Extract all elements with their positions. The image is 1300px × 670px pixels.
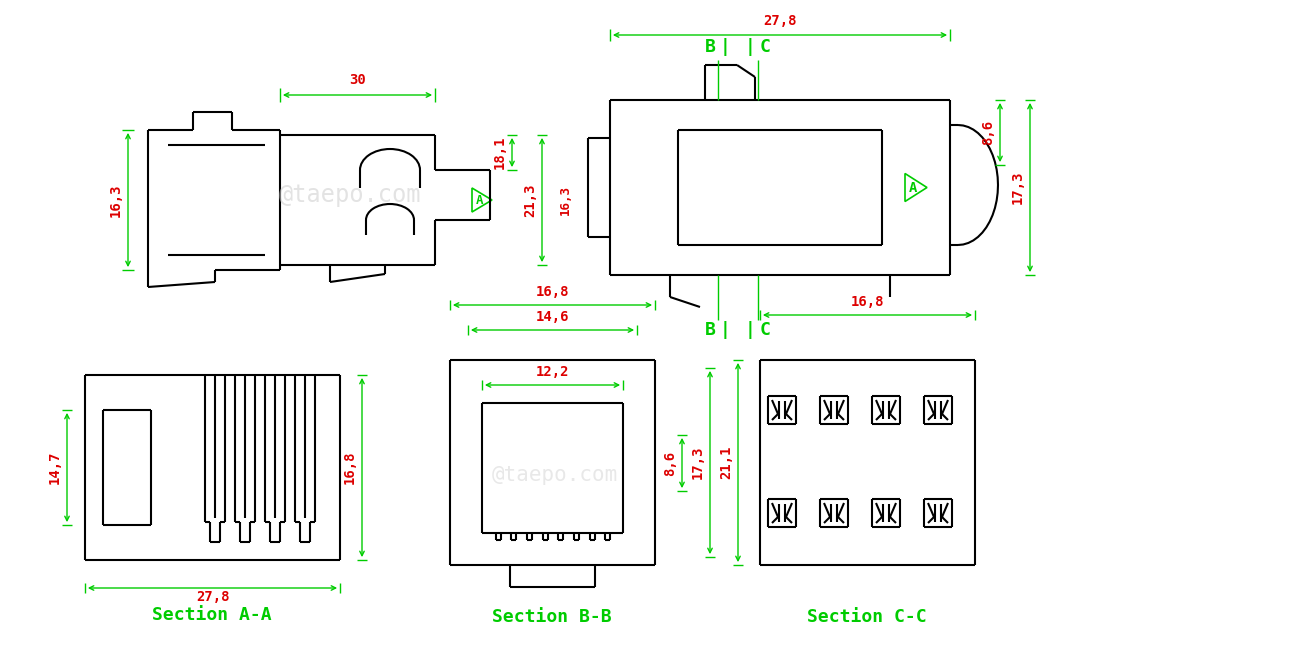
Text: A: A	[476, 194, 484, 206]
Text: @taepo.com: @taepo.com	[278, 183, 421, 207]
Text: |: |	[745, 321, 757, 339]
Text: 17,3: 17,3	[692, 446, 705, 479]
Text: 18,1: 18,1	[493, 136, 507, 170]
Text: 17,3: 17,3	[1011, 171, 1024, 204]
Text: 21,3: 21,3	[523, 184, 537, 217]
Text: 14,6: 14,6	[536, 310, 569, 324]
Text: 14,7: 14,7	[48, 451, 62, 484]
Text: 16,8: 16,8	[850, 295, 884, 309]
Text: Section A-A: Section A-A	[152, 606, 272, 624]
Text: B: B	[705, 321, 716, 339]
Text: 30: 30	[350, 73, 365, 87]
Text: 8,6: 8,6	[663, 450, 677, 476]
Text: 21,1: 21,1	[719, 446, 733, 479]
Text: 12,2: 12,2	[536, 365, 569, 379]
Text: Section B-B: Section B-B	[493, 608, 612, 626]
Text: C: C	[760, 38, 771, 56]
Text: 27,8: 27,8	[196, 590, 229, 604]
Text: A: A	[909, 180, 918, 194]
Text: @taepo.com: @taepo.com	[491, 465, 618, 485]
Text: B: B	[705, 38, 716, 56]
Text: 16,8: 16,8	[343, 451, 358, 484]
Text: 16,8: 16,8	[536, 285, 569, 299]
Text: |: |	[720, 38, 731, 56]
Text: 8,6: 8,6	[982, 120, 994, 145]
Text: 27,8: 27,8	[763, 14, 797, 28]
Text: 16,3: 16,3	[109, 184, 124, 217]
Text: C: C	[760, 321, 771, 339]
Text: |: |	[720, 321, 731, 339]
Text: |: |	[745, 38, 757, 56]
Text: Section C-C: Section C-C	[807, 608, 927, 626]
Text: 16,3: 16,3	[559, 185, 572, 215]
